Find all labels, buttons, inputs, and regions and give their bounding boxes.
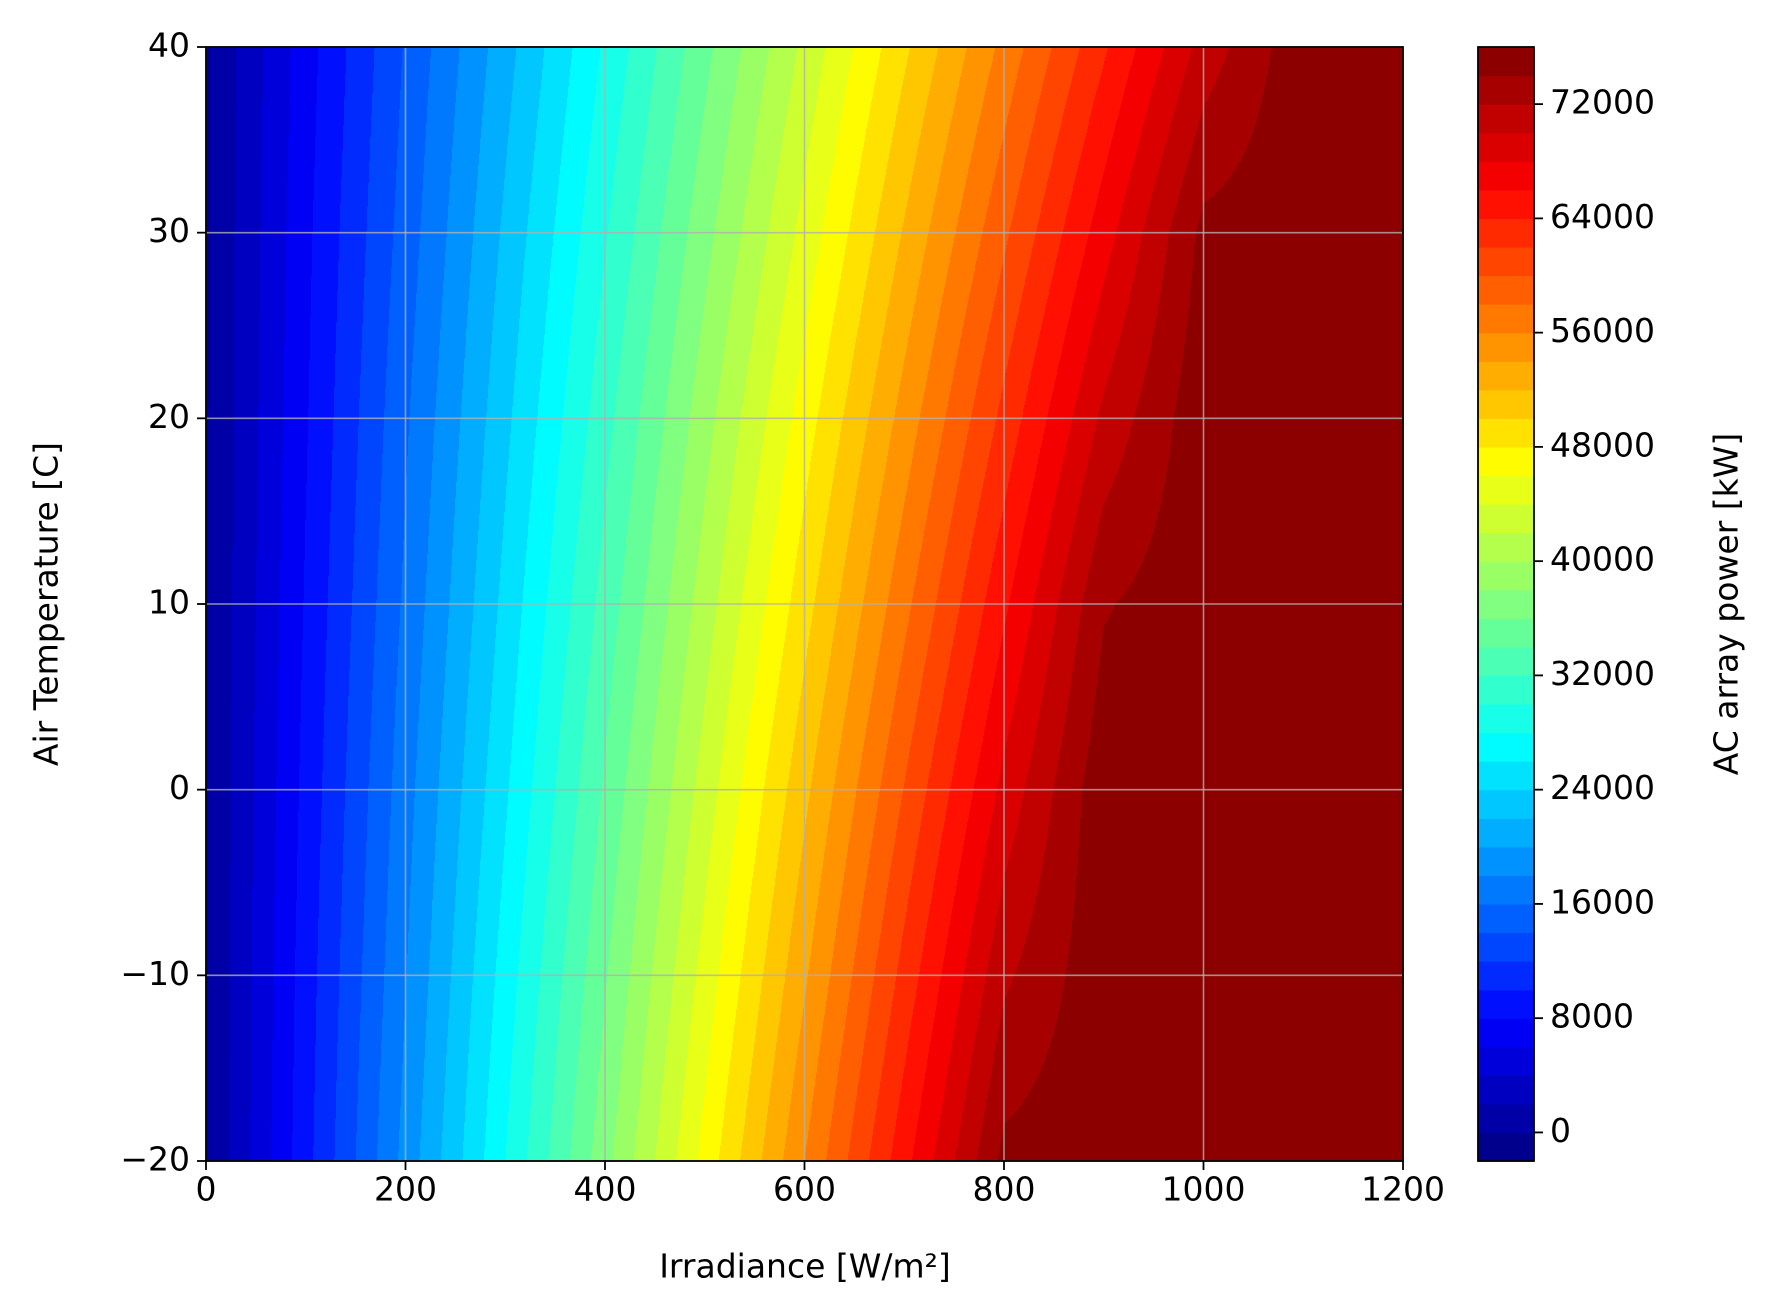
contour-cell	[1204, 975, 1304, 1162]
contour-cell	[1104, 975, 1205, 1162]
contour-cell	[605, 975, 706, 1162]
contour-cell	[206, 975, 307, 1162]
contour-cell	[406, 975, 506, 1162]
contour-cell	[306, 975, 407, 1162]
contour-cell	[1303, 975, 1404, 1162]
contour-cell	[505, 975, 606, 1162]
contour-cell	[904, 975, 1005, 1162]
contour-cell	[1004, 975, 1105, 1162]
contour-cell	[805, 975, 905, 1162]
contour-cell	[705, 975, 806, 1162]
contour-cell	[206, 790, 307, 977]
